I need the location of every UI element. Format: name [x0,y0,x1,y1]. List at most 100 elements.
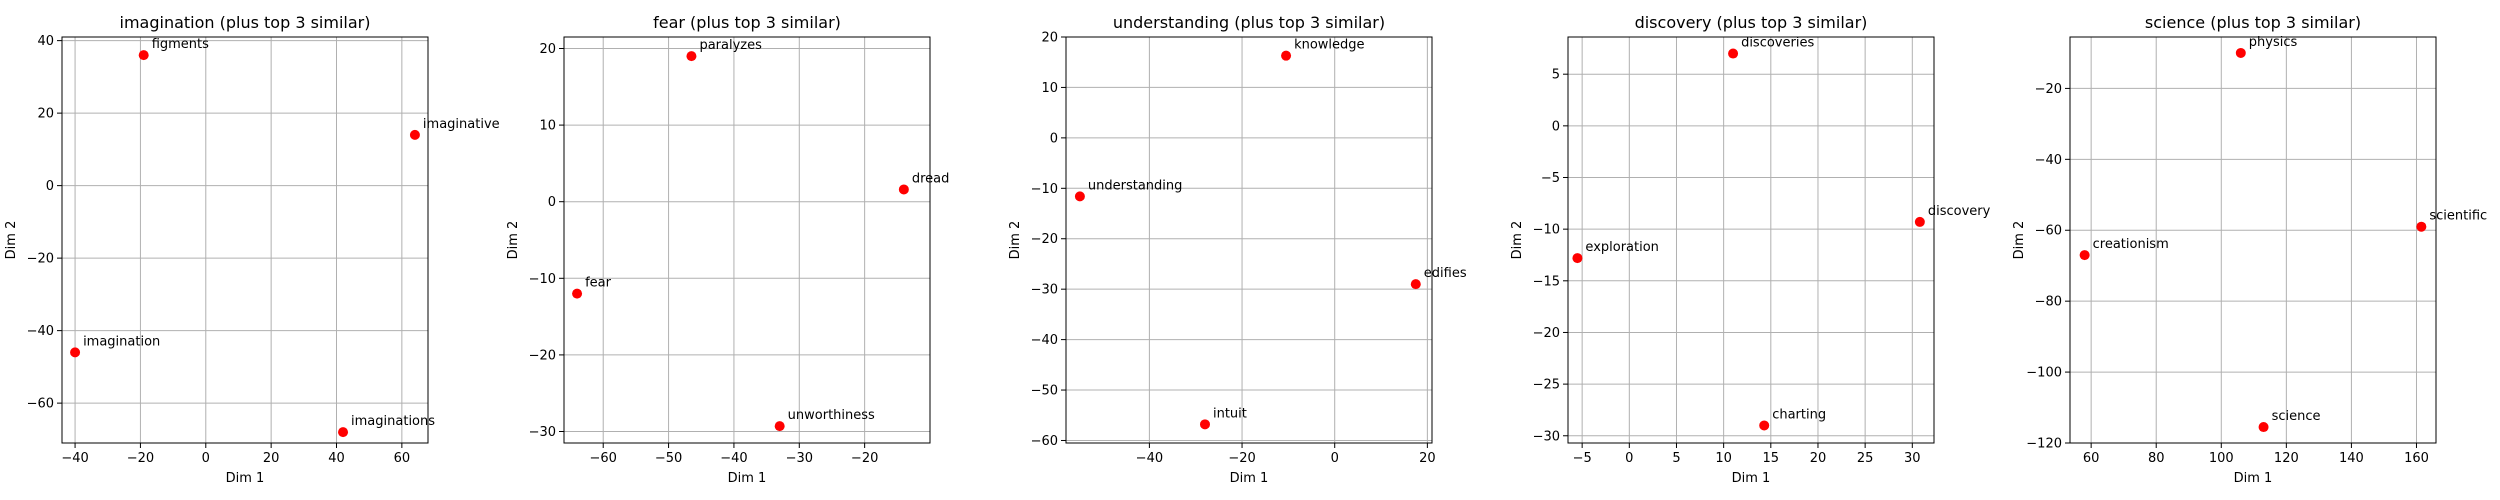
axes-frame [61,36,429,444]
point-label: imaginations [351,414,435,429]
y-tick-label: −20 [2035,82,2062,97]
y-tick-label: −30 [1031,283,1058,298]
y-tick-label: −20 [529,348,556,363]
point-label: intuit [1213,406,1247,421]
x-tick-label: −40 [1136,451,1163,466]
y-tick-label: 5 [1552,68,1560,83]
x-tick-label: 30 [1904,451,1921,466]
point-label: discovery [1928,204,1991,219]
chart-title: fear (plus top 3 similar) [653,13,841,32]
x-tick-label: 20 [1810,451,1827,466]
subplot-5: 60 80 100 120 140 160 −120 −100 −80 −60 −40 −20 scie… [2012,13,2487,486]
data-point [70,347,81,358]
data-point [1759,420,1770,431]
y-tick-label: −5 [1541,171,1560,186]
data-point [1199,419,1210,430]
y-tick-label: −60 [27,397,54,412]
y-tick-label: −60 [1031,434,1058,449]
y-axis-label: Dim 2 [1008,221,1023,260]
chart-title: imagination (plus top 3 similar) [120,13,371,32]
y-tick-label: 40 [37,34,54,49]
point-label: imagination [83,334,160,349]
x-tick-label: 60 [394,451,411,466]
point-label: creationism [2093,237,2169,252]
data-point [2235,47,2246,58]
x-tick-label: −20 [1228,451,1255,466]
data-point [409,129,420,140]
chart-title: discovery (plus top 3 similar) [1635,13,1868,32]
x-tick-label: −20 [851,451,878,466]
y-tick-label: −40 [1031,333,1058,348]
point-label: figments [152,37,209,52]
axes-frame [1065,36,1433,444]
point-label: paralyzes [699,38,762,53]
x-axis-label: Dim 1 [2234,471,2273,486]
y-tick-label: −20 [27,252,54,267]
subplot-2: −60 −50 −40 −30 −20 −30 −20 −10 0 10 20 fear (plus … [506,13,949,486]
data-point [2079,250,2090,261]
y-tick-label: 0 [46,179,54,194]
x-axis-label: Dim 1 [1230,471,1269,486]
subplot-3: −40 −20 0 20 −60 −50 −40 −30 −20 −10 0 10 20 understa… [1008,13,1467,486]
point-label: charting [1772,407,1826,422]
y-tick-label: 20 [37,107,54,122]
x-tick-label: 5 [1672,451,1680,466]
x-tick-label: 0 [202,451,210,466]
x-tick-label: 40 [328,451,345,466]
x-tick-label: −40 [720,451,747,466]
data-point [2258,422,2269,433]
data-point [1410,279,1421,290]
data-point [2416,221,2427,232]
y-tick-label: 0 [1050,131,1058,146]
data-point [774,421,785,432]
y-axis-label: Dim 2 [2012,221,2027,260]
axes-frame [563,36,931,444]
point-label: scientific [2429,209,2487,224]
point-label: understanding [1088,178,1183,193]
y-axis-label: Dim 2 [506,221,521,260]
x-tick-label: 60 [2083,451,2100,466]
point-label: edifies [1424,266,1467,281]
y-tick-label: 0 [548,195,556,210]
y-tick-label: −20 [1533,326,1560,341]
data-point [898,184,909,195]
y-tick-label: −40 [2035,153,2062,168]
y-tick-label: 10 [539,119,556,134]
y-tick-label: 0 [1552,119,1560,134]
x-tick-label: 80 [2148,451,2165,466]
data-point [572,288,583,299]
point-label: knowledge [1294,38,1364,53]
data-point [1914,216,1925,227]
y-tick-label: 20 [1041,31,1058,46]
y-tick-label: −30 [1533,429,1560,444]
x-tick-label: 160 [2404,451,2429,466]
x-tick-label: 25 [1857,451,1874,466]
y-tick-label: −10 [1031,182,1058,197]
y-tick-label: −120 [2026,437,2062,452]
x-tick-label: 0 [1625,451,1633,466]
y-tick-label: −25 [1533,378,1560,393]
x-axis-label: Dim 1 [728,471,767,486]
data-point [338,427,349,438]
y-tick-label: −30 [529,425,556,440]
data-point [1572,253,1583,264]
point-label: discoveries [1741,36,1814,51]
point-label: physics [2249,35,2298,50]
data-point [1728,48,1739,59]
y-axis-label: Dim 2 [1510,221,1525,260]
point-label: science [2272,409,2321,424]
y-tick-label: −100 [2026,366,2062,381]
axes-frame [1567,36,1935,444]
y-tick-label: −40 [27,324,54,339]
chart-title: science (plus top 3 similar) [2145,13,2361,32]
x-tick-label: 100 [2209,451,2234,466]
data-point [686,51,697,62]
x-tick-label: −40 [61,451,88,466]
y-tick-label: −10 [1533,223,1560,238]
x-tick-label: 10 [1715,451,1732,466]
x-tick-label: −30 [786,451,813,466]
y-tick-label: −10 [529,272,556,287]
data-point [1281,50,1292,61]
subplot-4: −5 0 5 10 15 20 25 30 −30 −25 −20 −15 −10 −5 0 5 discove… [1510,13,1991,486]
x-tick-label: −20 [127,451,154,466]
